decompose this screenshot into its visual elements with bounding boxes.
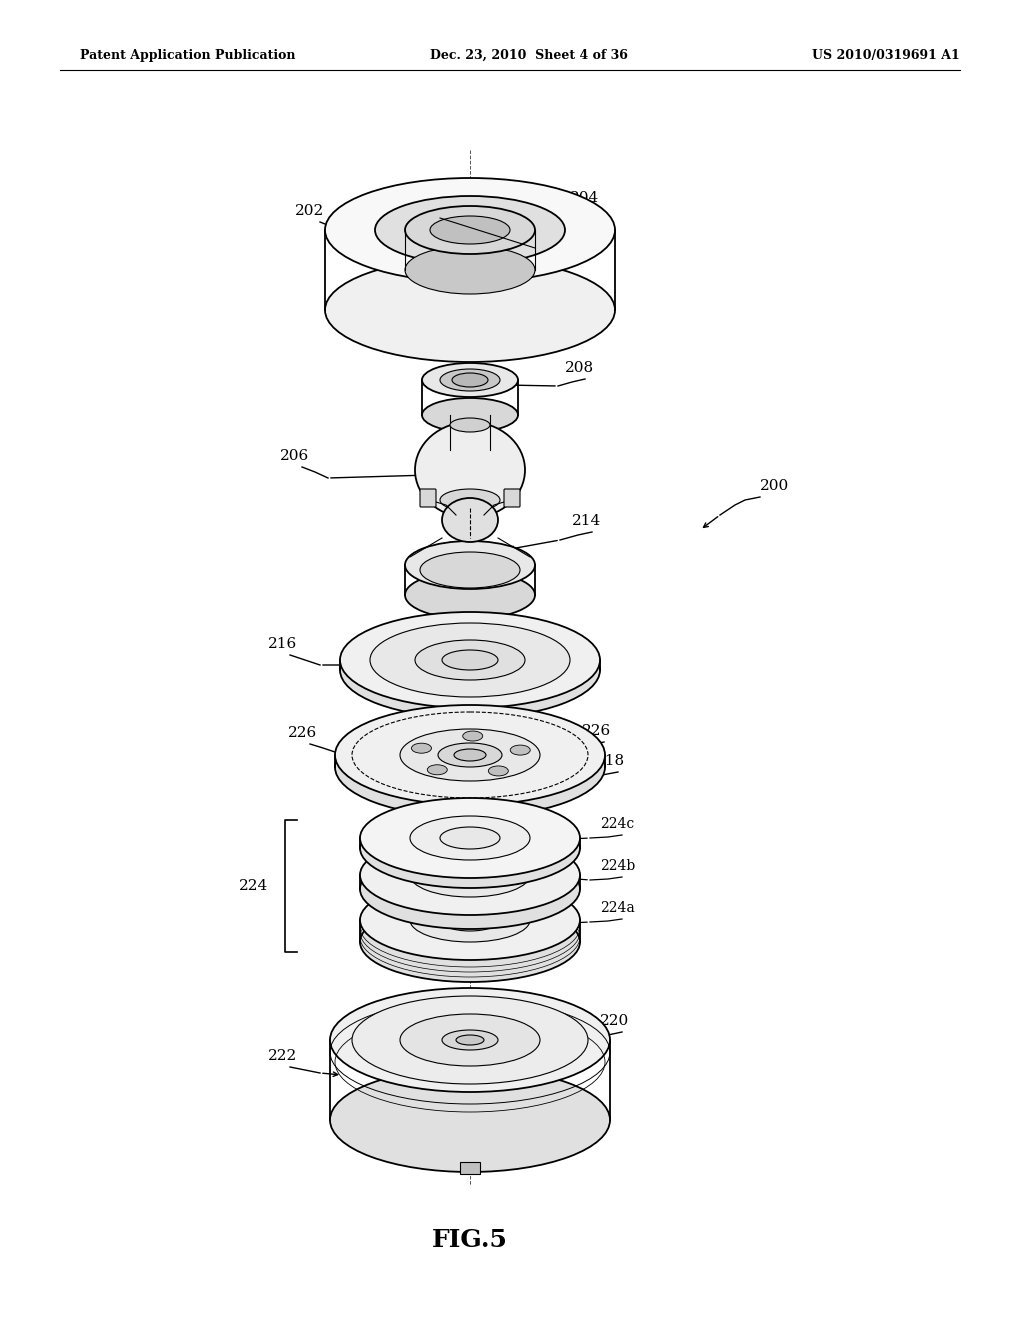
Text: Dec. 23, 2010  Sheet 4 of 36: Dec. 23, 2010 Sheet 4 of 36: [430, 49, 628, 62]
Text: 206: 206: [280, 449, 309, 463]
Ellipse shape: [360, 849, 580, 929]
Ellipse shape: [360, 902, 580, 982]
Ellipse shape: [410, 898, 530, 942]
Ellipse shape: [360, 808, 580, 888]
Text: 224a: 224a: [600, 902, 635, 915]
Ellipse shape: [325, 178, 615, 282]
Ellipse shape: [442, 649, 498, 671]
Ellipse shape: [430, 216, 510, 244]
Ellipse shape: [375, 195, 565, 264]
Ellipse shape: [422, 363, 518, 397]
Text: FIG.5: FIG.5: [432, 1228, 508, 1251]
Ellipse shape: [340, 612, 600, 708]
Ellipse shape: [456, 1035, 484, 1045]
Ellipse shape: [440, 909, 500, 931]
Text: 222: 222: [430, 1104, 459, 1118]
Ellipse shape: [420, 552, 520, 587]
Text: 202: 202: [295, 205, 325, 218]
Text: US 2010/0319691 A1: US 2010/0319691 A1: [812, 49, 961, 62]
FancyBboxPatch shape: [504, 488, 520, 507]
Ellipse shape: [400, 1014, 540, 1067]
Ellipse shape: [410, 853, 530, 898]
Ellipse shape: [415, 422, 525, 517]
Ellipse shape: [440, 488, 500, 511]
Ellipse shape: [442, 1030, 498, 1049]
FancyBboxPatch shape: [420, 488, 436, 507]
Ellipse shape: [427, 764, 447, 775]
Bar: [460, 1162, 480, 1173]
Ellipse shape: [438, 743, 502, 767]
Ellipse shape: [335, 705, 605, 805]
Text: 226: 226: [582, 723, 611, 738]
Ellipse shape: [488, 766, 508, 776]
Ellipse shape: [330, 1068, 610, 1172]
Ellipse shape: [422, 399, 518, 432]
Text: 224c: 224c: [600, 817, 634, 832]
Text: 226: 226: [288, 726, 317, 741]
Text: Patent Application Publication: Patent Application Publication: [80, 49, 296, 62]
Ellipse shape: [450, 418, 490, 432]
Ellipse shape: [330, 987, 610, 1092]
Ellipse shape: [406, 206, 535, 253]
Text: 224: 224: [239, 879, 268, 894]
Ellipse shape: [452, 374, 488, 387]
Text: 224b: 224b: [600, 859, 635, 873]
Ellipse shape: [360, 880, 580, 960]
Text: 220: 220: [600, 1014, 630, 1028]
Ellipse shape: [440, 370, 500, 391]
Text: 200: 200: [760, 479, 790, 492]
Ellipse shape: [406, 572, 535, 619]
Ellipse shape: [415, 640, 525, 680]
Ellipse shape: [440, 865, 500, 886]
Text: 216: 216: [268, 638, 297, 651]
Ellipse shape: [440, 828, 500, 849]
Ellipse shape: [442, 498, 498, 543]
Ellipse shape: [325, 257, 615, 362]
Text: 214: 214: [572, 513, 601, 528]
Ellipse shape: [412, 743, 431, 754]
Ellipse shape: [335, 717, 605, 817]
Ellipse shape: [370, 623, 570, 697]
Text: 218: 218: [596, 754, 625, 768]
Ellipse shape: [510, 744, 530, 755]
Ellipse shape: [352, 997, 588, 1084]
Text: 204: 204: [570, 191, 599, 205]
Ellipse shape: [454, 748, 486, 762]
Text: 208: 208: [565, 360, 594, 375]
Ellipse shape: [400, 729, 540, 781]
Ellipse shape: [463, 731, 482, 741]
Ellipse shape: [406, 246, 535, 294]
Ellipse shape: [406, 541, 535, 589]
Ellipse shape: [360, 836, 580, 915]
Ellipse shape: [340, 622, 600, 718]
Ellipse shape: [410, 816, 530, 861]
Text: 222: 222: [268, 1049, 297, 1063]
Ellipse shape: [360, 799, 580, 878]
